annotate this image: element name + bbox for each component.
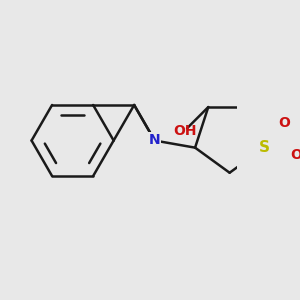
- Text: O: O: [279, 116, 290, 130]
- Text: OH: OH: [174, 124, 197, 138]
- Text: N: N: [149, 133, 161, 147]
- Text: S: S: [259, 140, 270, 155]
- Text: O: O: [290, 148, 300, 162]
